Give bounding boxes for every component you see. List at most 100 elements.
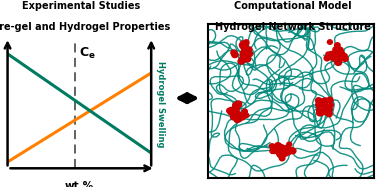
Text: wt.%: wt.% — [65, 181, 94, 187]
Circle shape — [326, 52, 330, 56]
Circle shape — [243, 49, 247, 53]
Circle shape — [333, 52, 339, 58]
Circle shape — [246, 51, 253, 57]
Circle shape — [330, 51, 335, 56]
Circle shape — [231, 50, 236, 55]
Text: $\mathbf{C_e}$: $\mathbf{C_e}$ — [79, 46, 96, 61]
Circle shape — [277, 151, 284, 158]
Circle shape — [336, 52, 342, 58]
Circle shape — [246, 47, 252, 52]
Circle shape — [287, 142, 292, 147]
Circle shape — [273, 150, 277, 153]
Text: Hydrogel Network Structure: Hydrogel Network Structure — [215, 22, 371, 32]
Circle shape — [283, 150, 289, 155]
Circle shape — [246, 57, 251, 61]
Circle shape — [270, 149, 275, 154]
Circle shape — [235, 101, 242, 107]
Circle shape — [282, 148, 288, 153]
Circle shape — [322, 108, 329, 115]
Circle shape — [277, 151, 281, 155]
Circle shape — [241, 50, 248, 57]
Circle shape — [240, 55, 247, 61]
Circle shape — [284, 145, 289, 150]
Circle shape — [319, 100, 327, 107]
Circle shape — [237, 103, 242, 107]
Circle shape — [326, 111, 332, 117]
Circle shape — [316, 98, 322, 103]
Circle shape — [273, 146, 278, 151]
Circle shape — [277, 146, 284, 152]
Circle shape — [328, 103, 333, 107]
Circle shape — [244, 113, 249, 117]
Circle shape — [270, 144, 274, 148]
Circle shape — [242, 54, 248, 60]
Circle shape — [331, 56, 336, 61]
Text: Experimental Studies: Experimental Studies — [22, 1, 140, 11]
Text: Pre-gel and Hydrogel Properties: Pre-gel and Hydrogel Properties — [0, 22, 170, 32]
Circle shape — [336, 51, 340, 55]
Circle shape — [234, 111, 240, 116]
Circle shape — [279, 145, 285, 151]
Circle shape — [322, 105, 330, 111]
Circle shape — [231, 113, 237, 119]
Circle shape — [233, 112, 239, 118]
Circle shape — [242, 47, 248, 53]
Circle shape — [327, 40, 332, 44]
Circle shape — [329, 52, 333, 55]
Circle shape — [229, 107, 234, 112]
Circle shape — [239, 43, 245, 48]
Circle shape — [232, 110, 237, 114]
Circle shape — [330, 52, 336, 59]
Circle shape — [240, 50, 247, 57]
Circle shape — [287, 150, 291, 155]
Circle shape — [336, 47, 343, 53]
Circle shape — [341, 53, 347, 59]
Circle shape — [316, 110, 323, 116]
Circle shape — [238, 58, 245, 64]
Circle shape — [316, 108, 322, 113]
Circle shape — [316, 102, 323, 108]
Circle shape — [236, 112, 241, 116]
Circle shape — [334, 50, 340, 56]
Circle shape — [318, 103, 322, 107]
Circle shape — [241, 44, 248, 50]
Circle shape — [322, 98, 328, 104]
Circle shape — [227, 108, 232, 113]
Circle shape — [279, 149, 286, 155]
Circle shape — [272, 148, 277, 154]
Circle shape — [242, 55, 249, 62]
Circle shape — [328, 53, 333, 58]
Circle shape — [234, 101, 241, 108]
Circle shape — [319, 99, 324, 103]
Text: Computational Model: Computational Model — [234, 1, 352, 11]
Circle shape — [245, 57, 250, 62]
Circle shape — [339, 53, 346, 59]
Circle shape — [337, 54, 343, 60]
Circle shape — [288, 148, 294, 153]
Circle shape — [241, 115, 246, 119]
Circle shape — [239, 114, 245, 120]
Circle shape — [243, 40, 249, 45]
Circle shape — [240, 43, 246, 49]
Circle shape — [228, 111, 232, 115]
Circle shape — [231, 114, 237, 120]
Circle shape — [242, 109, 247, 114]
Circle shape — [234, 106, 239, 111]
Circle shape — [241, 50, 246, 56]
Circle shape — [322, 109, 328, 114]
Circle shape — [233, 103, 238, 108]
Circle shape — [324, 56, 330, 61]
Text: Hydrogel Swelling: Hydrogel Swelling — [156, 62, 165, 148]
Circle shape — [242, 41, 249, 47]
Circle shape — [235, 116, 242, 122]
Circle shape — [342, 56, 348, 61]
Circle shape — [338, 52, 344, 58]
Circle shape — [326, 106, 333, 112]
Circle shape — [335, 43, 340, 48]
Circle shape — [236, 112, 242, 117]
Circle shape — [338, 51, 345, 57]
Circle shape — [234, 117, 240, 122]
Circle shape — [232, 52, 238, 58]
Circle shape — [335, 59, 342, 65]
Circle shape — [333, 47, 339, 52]
